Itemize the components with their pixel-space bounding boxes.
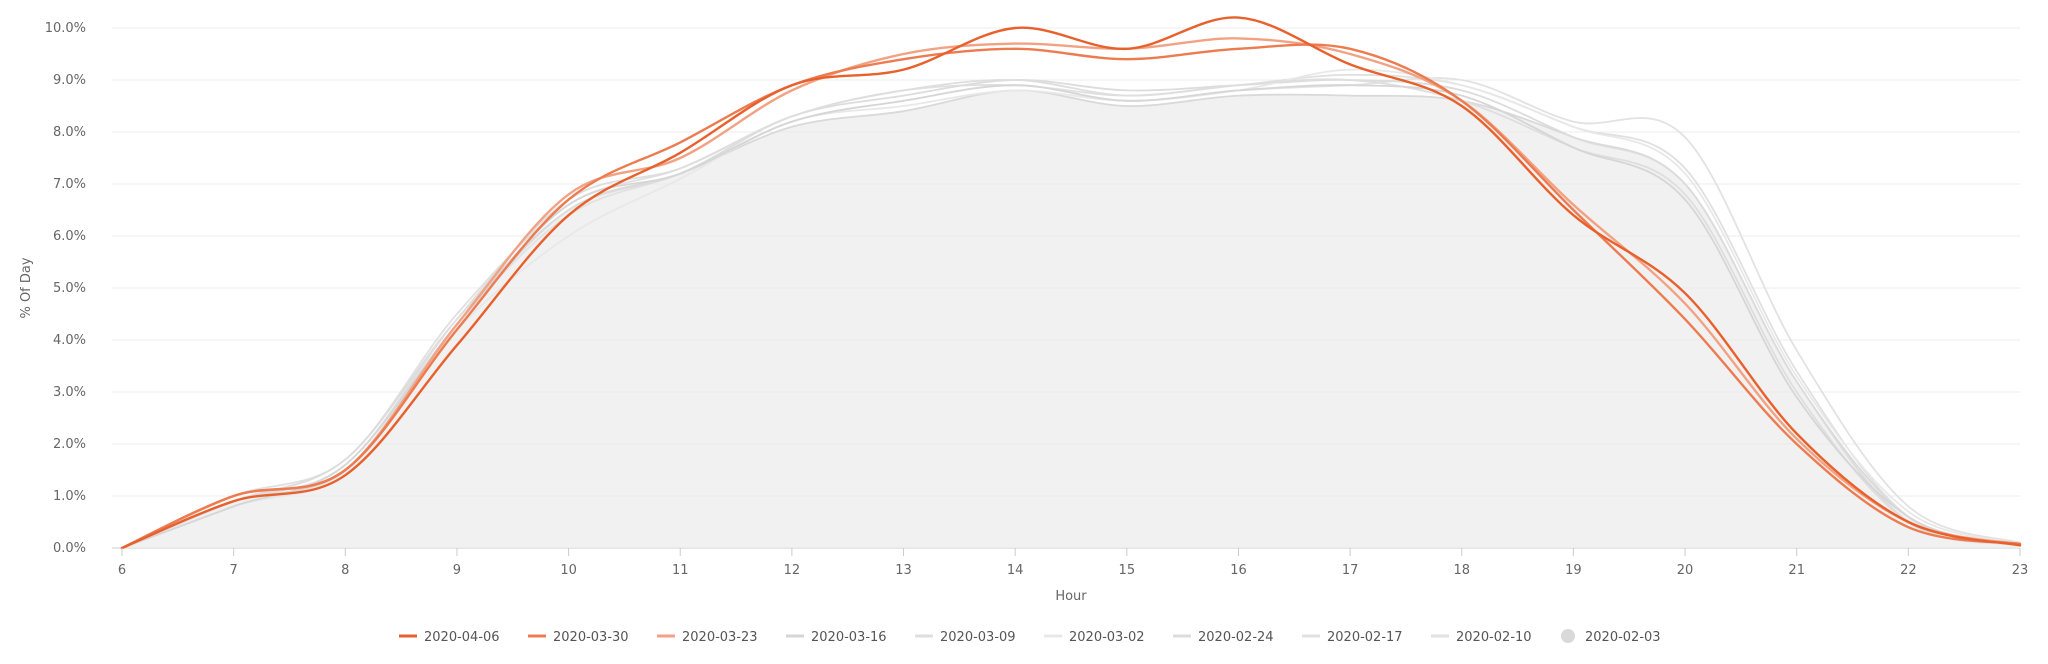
legend-item-2020-03-09[interactable]: 2020-03-09 xyxy=(915,630,1016,645)
line-series-layer xyxy=(120,16,2022,550)
y-tick-label: 1.0% xyxy=(53,489,86,504)
legend-item-2020-04-06[interactable]: 2020-04-06 xyxy=(399,630,500,645)
y-tick-label: 2.0% xyxy=(53,437,86,452)
legend-label: 2020-04-06 xyxy=(424,630,500,645)
legend-item-2020-02-03[interactable]: 2020-02-03 xyxy=(1561,629,1661,645)
legend-item-2020-02-24[interactable]: 2020-02-24 xyxy=(1173,630,1274,645)
legend-label: 2020-03-16 xyxy=(811,630,887,645)
y-tick-label: 6.0% xyxy=(53,229,86,244)
x-tick-label: 7 xyxy=(230,563,238,578)
x-tick-label: 21 xyxy=(1788,563,1805,578)
y-tick-label: 3.0% xyxy=(53,385,86,400)
legend-label: 2020-02-24 xyxy=(1198,630,1274,645)
legend[interactable]: 2020-04-06 2020-03-30 2020-03-23 2020-03-16… xyxy=(399,629,1661,645)
y-tick-label: 5.0% xyxy=(53,281,86,296)
x-tick-label: 11 xyxy=(672,563,689,578)
legend-label: 2020-03-09 xyxy=(940,630,1016,645)
legend-item-2020-03-23[interactable]: 2020-03-23 xyxy=(657,630,758,645)
series-line-2020-04-06[interactable] xyxy=(120,16,2022,550)
series-area-2020-02-03 xyxy=(122,90,2020,548)
legend-marker xyxy=(1561,629,1575,643)
x-tick-label: 22 xyxy=(1900,563,1917,578)
y-axis-title: % Of Day xyxy=(19,257,34,318)
series-line-2020-02-17[interactable] xyxy=(121,73,2021,549)
x-tick-label: 12 xyxy=(784,563,801,578)
legend-label: 2020-03-23 xyxy=(682,630,758,645)
legend-label: 2020-03-30 xyxy=(553,630,629,645)
legend-label: 2020-02-03 xyxy=(1585,630,1661,645)
area-series-layer xyxy=(122,90,2020,548)
x-tick-label: 16 xyxy=(1230,563,1247,578)
x-tick-label: 20 xyxy=(1677,563,1694,578)
legend-item-2020-03-02[interactable]: 2020-03-02 xyxy=(1044,630,1145,645)
legend-item-2020-02-17[interactable]: 2020-02-17 xyxy=(1302,630,1403,645)
x-tick-label: 13 xyxy=(895,563,912,578)
x-axis-title: Hour xyxy=(1055,589,1087,604)
series-line-2020-02-24[interactable] xyxy=(121,78,2021,549)
legend-label: 2020-02-17 xyxy=(1327,630,1403,645)
series-line-2020-03-09[interactable] xyxy=(121,78,2021,549)
y-tick-label: 8.0% xyxy=(53,125,86,140)
x-tick-label: 8 xyxy=(341,563,349,578)
x-tick-label: 17 xyxy=(1342,563,1359,578)
y-tick-label: 0.0% xyxy=(53,541,86,556)
x-tick-label: 15 xyxy=(1119,563,1136,578)
series-line-2020-03-02[interactable] xyxy=(121,68,2021,549)
x-tick-label: 9 xyxy=(453,563,461,578)
series-line-2020-03-30[interactable] xyxy=(120,43,2022,550)
series-line-2020-03-23[interactable] xyxy=(120,37,2022,550)
x-tick-label: 10 xyxy=(560,563,577,578)
y-tick-label: 7.0% xyxy=(53,177,86,192)
y-tick-label: 4.0% xyxy=(53,333,86,348)
x-tick-label: 23 xyxy=(2012,563,2029,578)
x-tick-label: 18 xyxy=(1453,563,1470,578)
legend-item-2020-03-30[interactable]: 2020-03-30 xyxy=(528,630,629,645)
axes: Hour % Of Day 0.0% 1.0% 2.0% 3.0% 4.0% 5.0% 6.… xyxy=(19,21,2028,604)
legend-label: 2020-03-02 xyxy=(1069,630,1145,645)
legend-item-2020-02-10[interactable]: 2020-02-10 xyxy=(1431,630,1532,645)
legend-label: 2020-02-10 xyxy=(1456,630,1532,645)
x-tick-label: 6 xyxy=(118,563,126,578)
legend-item-2020-03-16[interactable]: 2020-03-16 xyxy=(786,630,887,645)
x-tick-label: 19 xyxy=(1565,563,1582,578)
y-tick-label: 9.0% xyxy=(53,73,86,88)
y-tick-label: 10.0% xyxy=(45,21,86,36)
x-tick-label: 14 xyxy=(1007,563,1024,578)
